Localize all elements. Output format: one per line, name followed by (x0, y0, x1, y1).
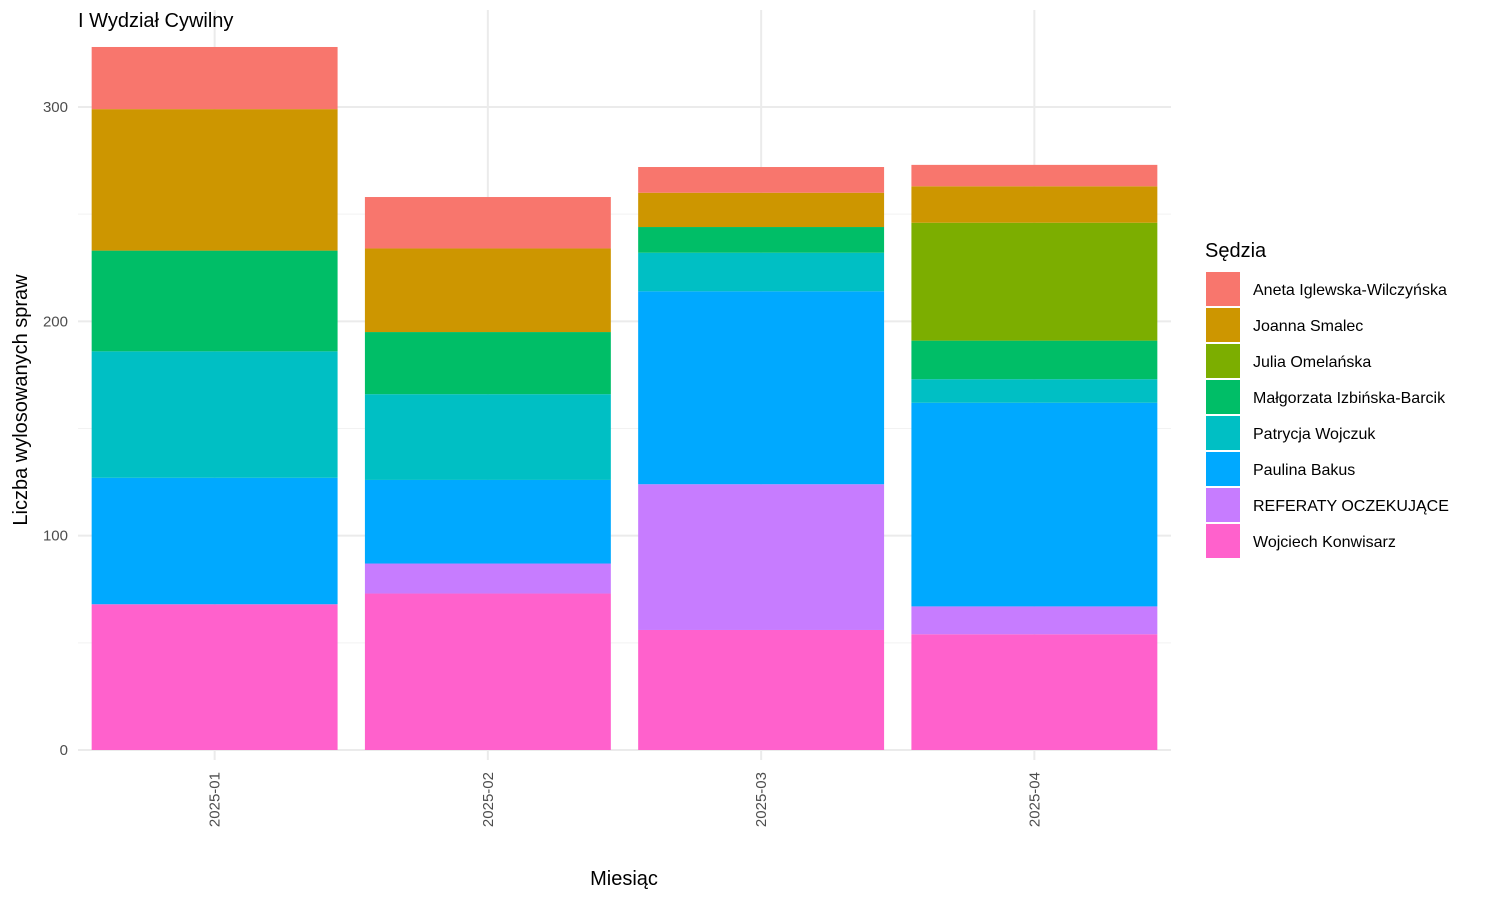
bars (91, 46, 1158, 750)
bar-segment (638, 167, 885, 193)
y-tick-label: 100 (43, 528, 68, 545)
bar-segment (364, 479, 611, 564)
bar-segment (911, 222, 1158, 341)
legend-label: Wojciech Konwisarz (1253, 534, 1396, 551)
bar-segment (911, 402, 1158, 607)
bar-segment (911, 164, 1158, 187)
bar-segment (91, 477, 338, 605)
legend-swatch (1206, 308, 1240, 342)
y-tick-label: 0 (60, 742, 68, 759)
bar-segment (638, 291, 885, 485)
bar-segment (364, 593, 611, 750)
x-axis-title: Miesiąc (590, 868, 658, 890)
legend-swatch (1206, 524, 1240, 558)
y-tick-label: 200 (43, 313, 68, 330)
legend-label: Julia Omelańska (1253, 354, 1371, 371)
legend-swatch (1206, 452, 1240, 486)
bar-segment (364, 197, 611, 249)
bar-segment (911, 379, 1158, 403)
bar-segment (91, 250, 338, 352)
legend-label: Paulina Bakus (1253, 462, 1355, 479)
bar-segment (911, 340, 1158, 380)
bar-segment (911, 186, 1158, 223)
legend-swatch (1206, 416, 1240, 450)
bar-segment (364, 248, 611, 333)
legend-swatch (1206, 344, 1240, 378)
bar-segment (911, 634, 1158, 750)
bar-segment (91, 604, 338, 750)
bar-segment (91, 351, 338, 478)
bar-segment (364, 394, 611, 480)
legend-title: Sędzia (1205, 240, 1267, 262)
bar-segment (638, 192, 885, 228)
bar-segment (364, 332, 611, 395)
bar-segment (638, 629, 885, 750)
legend-label: Joanna Smalec (1253, 318, 1363, 335)
x-tick-label: 2025-01 (207, 772, 224, 827)
bar-segment (638, 227, 885, 253)
y-tick-label: 300 (43, 99, 68, 116)
legend: Sędzia Aneta Iglewska-Wilczyńska Joanna S… (1205, 240, 1449, 558)
x-tick-label: 2025-02 (480, 772, 497, 827)
x-tick-label: 2025-04 (1026, 772, 1043, 827)
bar-segment (91, 46, 338, 110)
x-axis: 2025-01 2025-02 2025-03 2025-04 (207, 772, 1044, 827)
chart-title: I Wydział Cywilny (78, 10, 233, 32)
legend-label: Patrycja Wojczuk (1253, 426, 1376, 443)
bar-segment (638, 484, 885, 630)
bar-segment (91, 109, 338, 251)
legend-swatch (1206, 488, 1240, 522)
legend-label: REFERATY OCZEKUJĄCE (1253, 498, 1449, 515)
legend-swatch (1206, 380, 1240, 414)
y-axis-title: Liczba wylosowanych spraw (10, 274, 32, 526)
legend-label: Małgorzata Izbińska-Barcik (1253, 390, 1446, 407)
bar-segment (911, 606, 1158, 635)
y-axis: 0 100 200 300 (43, 99, 68, 759)
bar-segment (638, 252, 885, 292)
legend-swatch (1206, 272, 1240, 306)
bar-segment (364, 563, 611, 594)
legend-label: Aneta Iglewska-Wilczyńska (1253, 282, 1447, 299)
x-tick-label: 2025-03 (753, 772, 770, 827)
